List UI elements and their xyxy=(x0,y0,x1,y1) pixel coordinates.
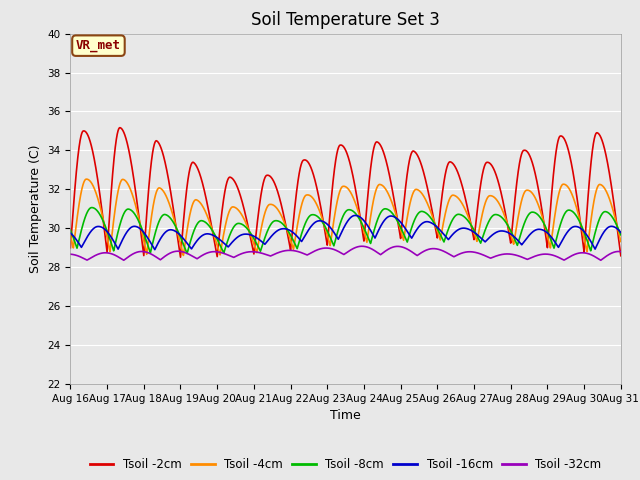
Text: VR_met: VR_met xyxy=(76,39,121,52)
Legend: Tsoil -2cm, Tsoil -4cm, Tsoil -8cm, Tsoil -16cm, Tsoil -32cm: Tsoil -2cm, Tsoil -4cm, Tsoil -8cm, Tsoi… xyxy=(85,454,606,476)
Y-axis label: Soil Temperature (C): Soil Temperature (C) xyxy=(29,144,42,273)
X-axis label: Time: Time xyxy=(330,409,361,422)
Title: Soil Temperature Set 3: Soil Temperature Set 3 xyxy=(251,11,440,29)
